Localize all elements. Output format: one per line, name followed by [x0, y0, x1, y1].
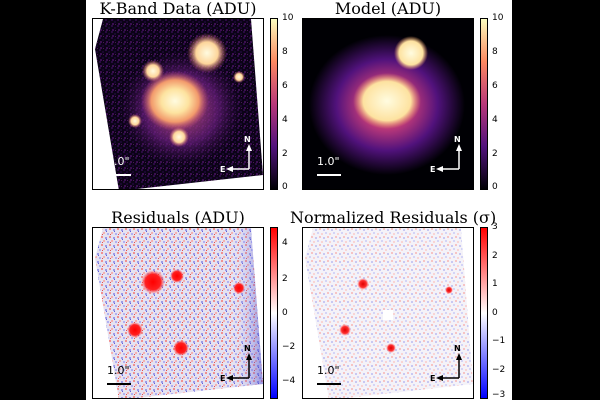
- tick-label: 0: [282, 182, 288, 192]
- figure: K-Band Data (ADU): [86, 0, 512, 400]
- model-image: [303, 19, 473, 189]
- model-image-panel: 1.0" N E: [302, 18, 474, 190]
- tick-label: 0: [282, 308, 288, 318]
- compass-n-label: N: [454, 135, 461, 144]
- tick-label: −1: [492, 336, 506, 346]
- tick-label: 0: [492, 182, 498, 192]
- data-image: [93, 19, 263, 189]
- tick-label: 3: [492, 222, 498, 232]
- tick-label: −2: [282, 342, 296, 352]
- tick-label: 10: [492, 13, 504, 23]
- scale-label: 1.0": [107, 364, 130, 377]
- scale-label: 1.0": [107, 155, 130, 168]
- normalized-residuals-image-panel: 1.0" N E: [302, 227, 474, 399]
- panel-title-residuals: Residuals (ADU): [111, 208, 245, 227]
- compass-e-label: E: [430, 374, 436, 383]
- tick-label: 6: [492, 81, 498, 91]
- scale-label: 1.0": [317, 155, 340, 168]
- tick-label: 1: [492, 279, 498, 289]
- tick-label: 10: [282, 13, 294, 23]
- tick-label: 8: [492, 47, 498, 57]
- compass-n-label: N: [244, 344, 251, 353]
- tick-label: 2: [492, 251, 498, 261]
- scale-label: 1.0": [317, 364, 340, 377]
- compass-e-label: E: [220, 165, 226, 174]
- tick-label: 4: [492, 115, 498, 125]
- compass-n-label: N: [244, 135, 251, 144]
- colorbar-normalized-residuals: [480, 227, 488, 399]
- data-image-panel: 1.0" N E: [92, 18, 264, 190]
- residuals-image: [93, 228, 263, 398]
- compass-n-label: N: [454, 344, 461, 353]
- compass-e-label: E: [430, 165, 436, 174]
- colorbar-model: [480, 18, 488, 190]
- tick-label: −4: [282, 376, 296, 386]
- tick-label: 4: [282, 238, 288, 248]
- colorbar-data: [270, 18, 278, 190]
- tick-label: −2: [492, 365, 506, 375]
- colorbar-residuals: [270, 227, 278, 399]
- panel-title-normalized-residuals: Normalized Residuals (σ): [290, 208, 497, 227]
- tick-label: −3: [492, 390, 506, 400]
- tick-label: 2: [492, 149, 498, 159]
- residuals-image-panel: 1.0" N E: [92, 227, 264, 399]
- panel-title-model: Model (ADU): [334, 0, 442, 18]
- tick-label: 0: [492, 308, 498, 318]
- normalized-residuals-image: [303, 228, 473, 398]
- compass-e-label: E: [220, 374, 226, 383]
- tick-label: 6: [282, 81, 288, 91]
- tick-label: 2: [282, 274, 288, 284]
- panel-title-data: K-Band Data (ADU): [99, 0, 257, 18]
- tick-label: 8: [282, 47, 288, 57]
- tick-label: 2: [282, 149, 288, 159]
- tick-label: 4: [282, 115, 288, 125]
